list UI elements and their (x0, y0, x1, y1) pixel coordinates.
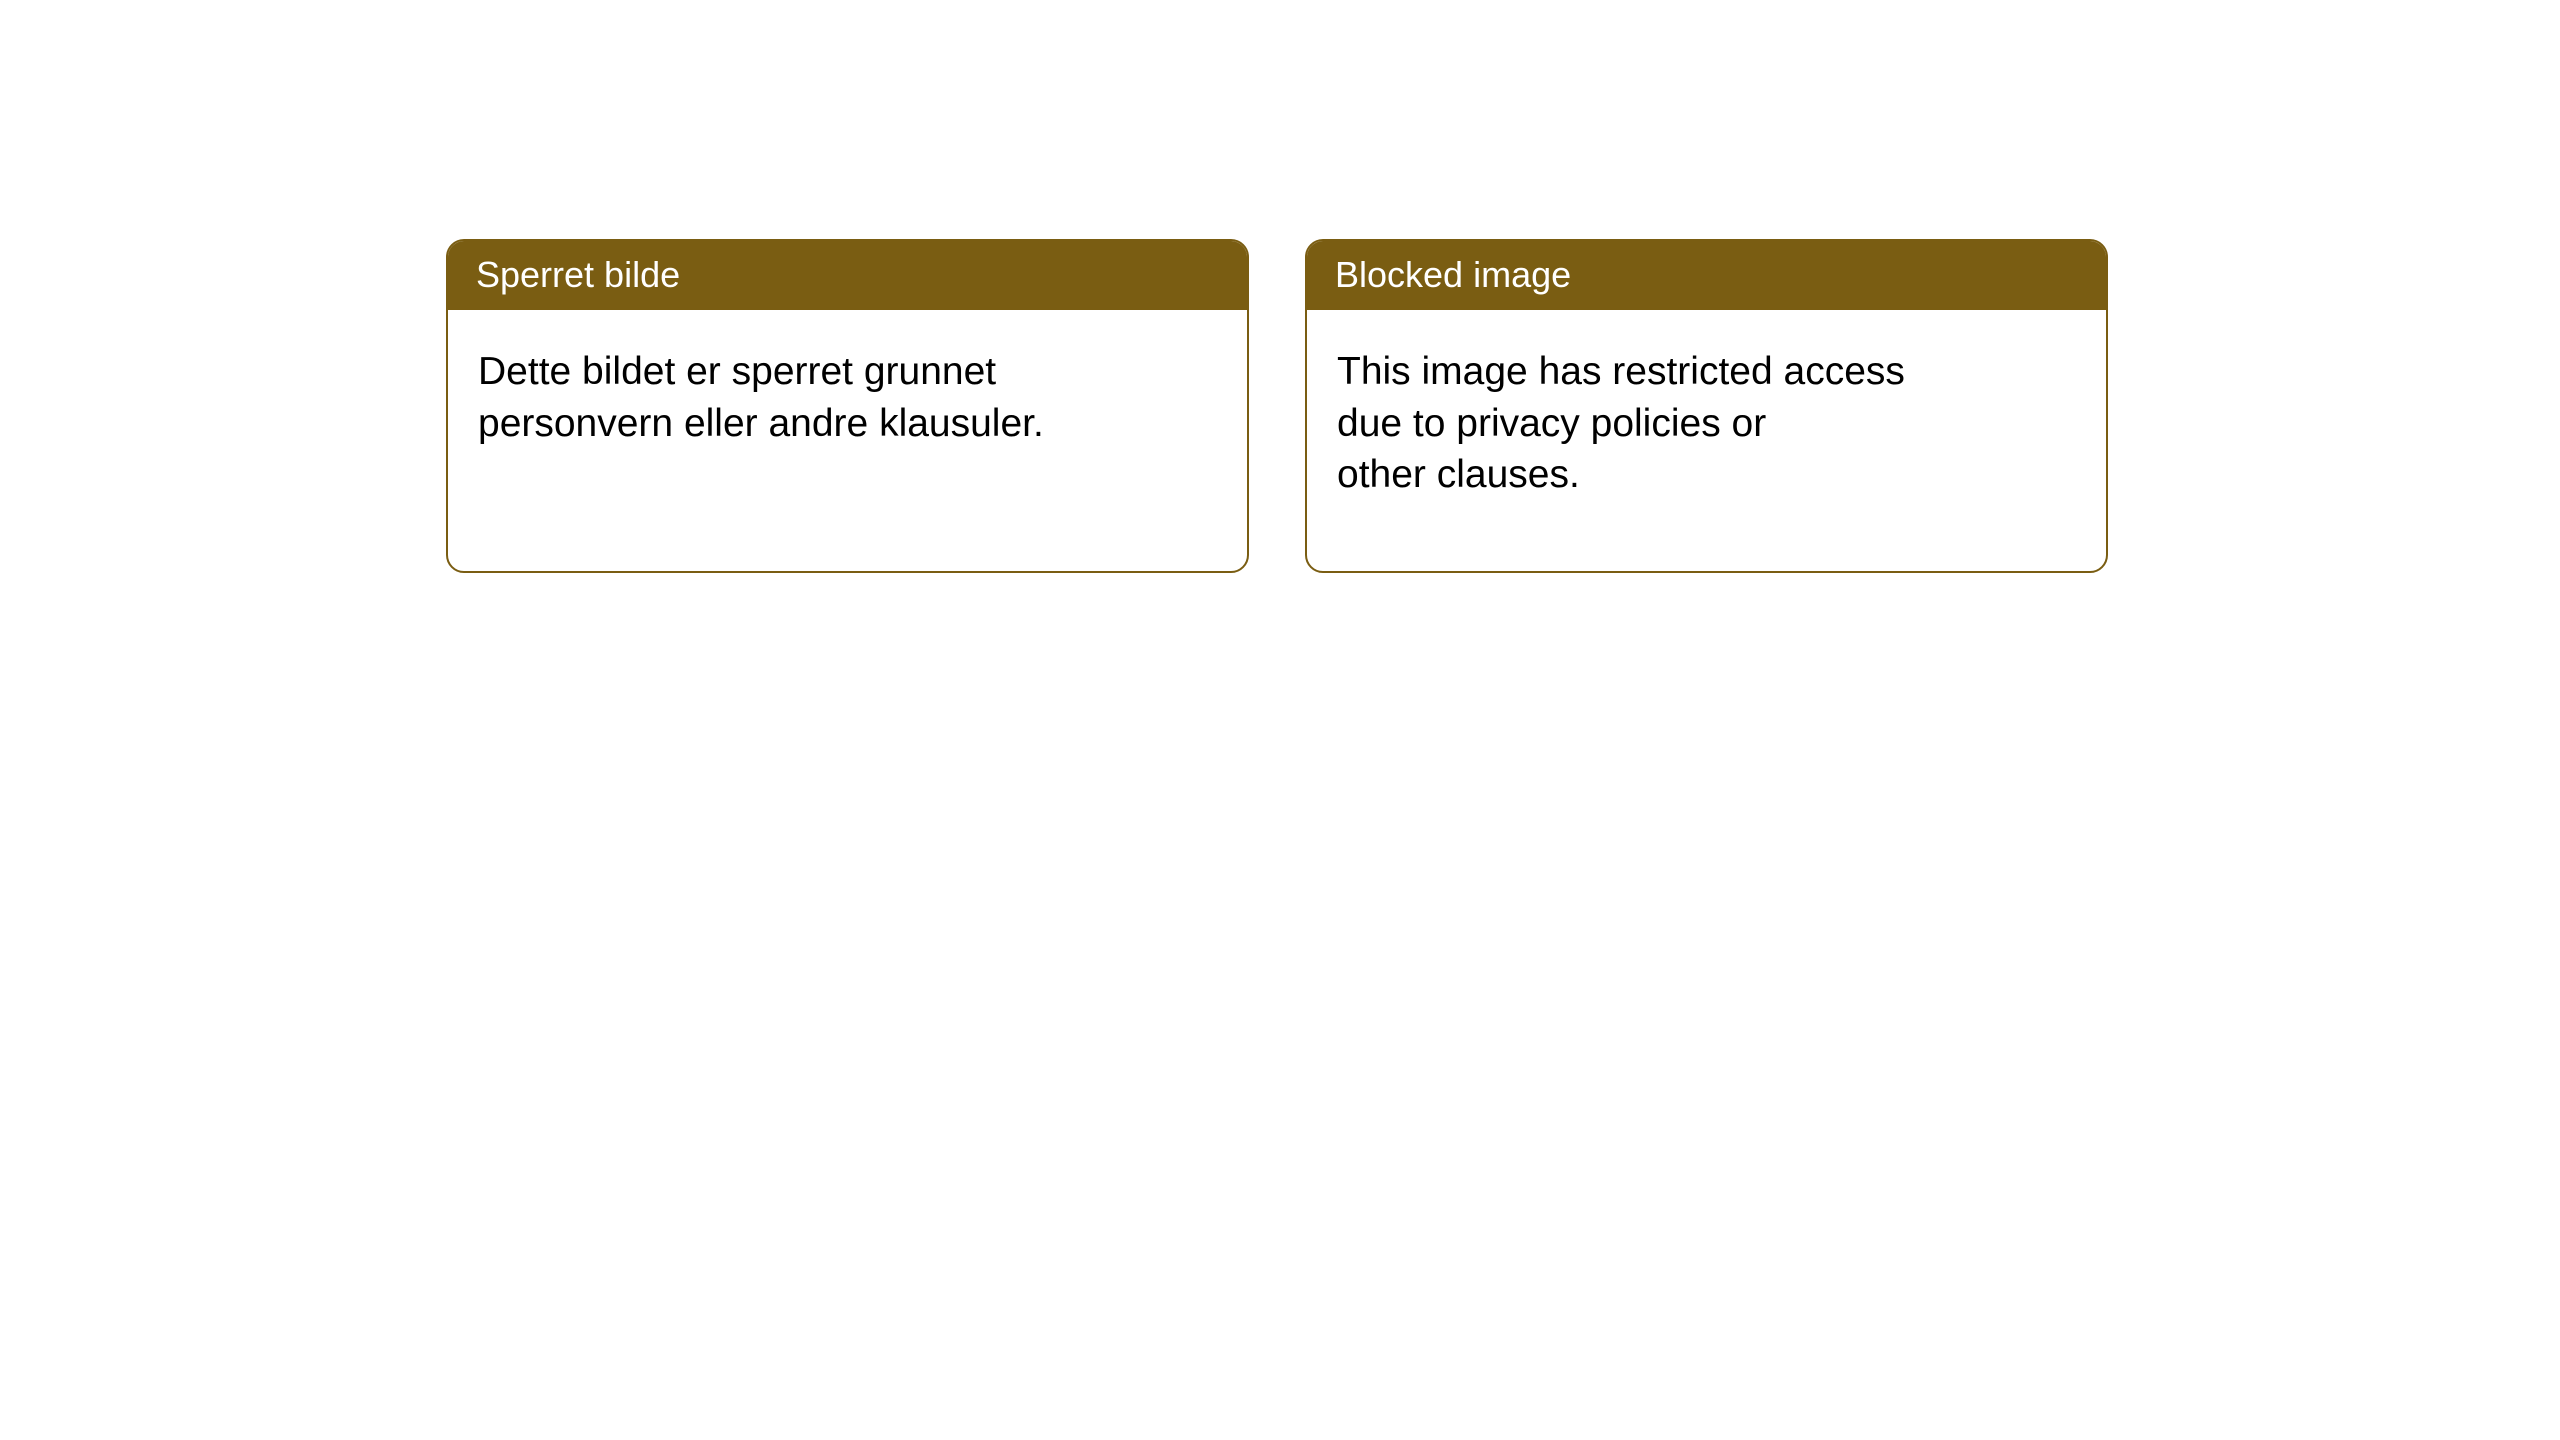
notice-card-body: This image has restricted access due to … (1307, 310, 2106, 524)
notice-cards-row: Sperret bilde Dette bildet er sperret gr… (446, 239, 2108, 573)
notice-card-title: Blocked image (1307, 241, 2106, 310)
notice-card-no: Sperret bilde Dette bildet er sperret gr… (446, 239, 1249, 573)
notice-card-body: Dette bildet er sperret grunnet personve… (448, 310, 1247, 473)
notice-card-en: Blocked image This image has restricted … (1305, 239, 2108, 573)
notice-card-title: Sperret bilde (448, 241, 1247, 310)
